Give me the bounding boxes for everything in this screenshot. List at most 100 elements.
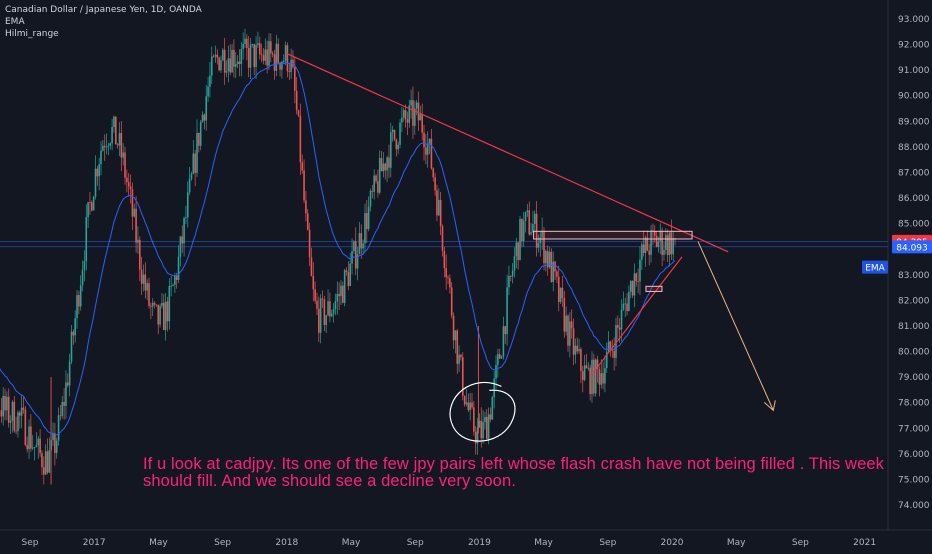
candle-body — [133, 209, 135, 217]
x-tick-label: May — [342, 538, 361, 548]
candle-body — [91, 202, 93, 210]
candle-body — [300, 116, 302, 163]
candle-body — [122, 152, 124, 157]
candle-body — [145, 275, 147, 291]
candle-body — [556, 271, 558, 276]
candle-body — [244, 39, 246, 44]
candle-body — [285, 45, 287, 61]
x-tick-label: 2020 — [661, 538, 684, 548]
candle-body — [19, 412, 21, 415]
candle-body — [342, 286, 344, 303]
candle-body — [255, 45, 257, 67]
candle-body — [26, 445, 28, 449]
candle-body — [464, 396, 466, 405]
candle-body — [191, 174, 193, 179]
candle-body — [47, 451, 49, 472]
candle-body — [288, 71, 290, 72]
candle-body — [193, 154, 195, 174]
candle-body — [34, 447, 36, 448]
candle-body — [202, 115, 204, 122]
candle-body — [672, 238, 674, 254]
candle-body — [418, 102, 420, 120]
candle-body — [617, 325, 619, 328]
annotation-note[interactable]: If u look at cadjpy. Its one of the few … — [143, 456, 903, 490]
candle-body — [213, 57, 215, 58]
candle-body — [97, 169, 99, 177]
level-price-tag-label: 84.093 — [896, 243, 928, 253]
y-tick-label: 85.000 — [898, 220, 930, 230]
ema-tag-label: EMA — [865, 264, 885, 274]
candle-body — [538, 243, 540, 248]
x-tick-label: May — [727, 538, 746, 548]
candle-body — [372, 191, 374, 192]
candle-body — [663, 250, 665, 255]
candle-body — [580, 349, 582, 371]
candle-body — [316, 301, 318, 309]
ema-indicator-label[interactable]: EMA — [5, 16, 202, 28]
candle-body — [423, 133, 425, 148]
candle-body — [403, 110, 405, 118]
y-tick-label: 77.000 — [898, 424, 930, 434]
candle-body — [296, 91, 298, 110]
y-tick-label: 86.000 — [898, 194, 930, 204]
candle-body — [52, 433, 54, 440]
candle-body — [60, 415, 62, 416]
candles-group — [0, 29, 676, 484]
candle-body — [576, 346, 578, 352]
candle-body — [641, 244, 643, 259]
candle-body — [187, 192, 189, 217]
candle-body — [159, 306, 161, 324]
candle-body — [499, 354, 501, 358]
candle-body — [270, 41, 272, 53]
x-tick-label: 2017 — [83, 538, 106, 548]
candle-body — [161, 303, 163, 306]
candle-body — [233, 50, 235, 67]
candle-body — [608, 341, 610, 352]
chart-header: Canadian Dollar / Japanese Yen, 1D, OAND… — [5, 4, 202, 40]
candle-body — [359, 233, 361, 254]
candle-body — [599, 369, 601, 384]
symbol-title[interactable]: Canadian Dollar / Japanese Yen, 1D, OAND… — [5, 4, 202, 16]
candle-body — [37, 439, 39, 445]
candle-body — [222, 50, 224, 61]
candle-body — [420, 114, 422, 120]
x-tick-label: 2019 — [468, 538, 491, 548]
candle-body — [501, 357, 503, 359]
candle-body — [482, 422, 484, 438]
candle-body — [311, 257, 313, 276]
candle-body — [536, 214, 538, 248]
candle-body — [335, 301, 337, 309]
candle-body — [253, 44, 255, 67]
candle-body — [396, 139, 398, 149]
hilmi-range-indicator-label[interactable]: Hilmi_range — [5, 28, 202, 40]
candle-body — [490, 414, 492, 419]
candle-body — [76, 295, 78, 318]
candle-body — [205, 96, 207, 120]
candle-body — [130, 186, 132, 189]
candle-body — [506, 287, 508, 334]
y-tick-label: 87.000 — [898, 168, 930, 178]
candle-body — [401, 118, 403, 123]
projection-arrow — [698, 242, 773, 411]
candle-body — [436, 190, 438, 215]
candle-body — [593, 360, 595, 394]
candle-body — [648, 251, 650, 255]
candle-body — [39, 439, 41, 453]
candle-body — [611, 350, 613, 351]
candle-body — [340, 286, 342, 296]
candle-body — [458, 355, 460, 364]
candle-body — [128, 182, 130, 186]
candle-body — [211, 57, 213, 76]
candle-body — [172, 285, 174, 286]
candle-body — [632, 281, 634, 296]
candle-body — [198, 133, 200, 146]
candle-body — [534, 214, 536, 224]
candle-body — [274, 55, 276, 71]
candle-body — [65, 383, 67, 406]
candle-body — [503, 326, 505, 356]
candle-body — [231, 50, 233, 73]
small-box — [646, 286, 662, 291]
candle-body — [174, 276, 176, 285]
candle-body — [12, 402, 14, 421]
candle-body — [587, 368, 589, 369]
